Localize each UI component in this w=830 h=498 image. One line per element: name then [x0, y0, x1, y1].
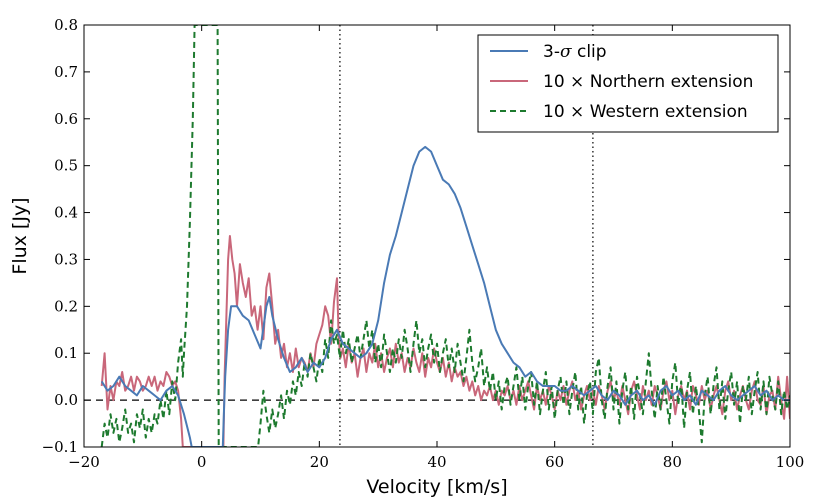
x-tick-label: 40 — [427, 453, 446, 471]
legend-symbol: × — [570, 72, 584, 92]
y-tick-label: 0.2 — [54, 297, 78, 315]
legend-symbol: × — [570, 102, 584, 122]
legend-text-part: 10 — [543, 102, 570, 122]
x-axis-label: Velocity [km/s] — [366, 476, 507, 498]
series-line-2 — [100, 25, 790, 447]
legend-text-part: Western extension — [584, 102, 747, 122]
y-tick-label: 0.3 — [54, 250, 78, 268]
y-tick-label: 0.4 — [54, 204, 78, 222]
y-axis-label: Flux [Jy] — [9, 197, 31, 274]
y-tick-label: 0.0 — [54, 391, 78, 409]
x-tick-label: −20 — [68, 453, 100, 471]
legend-label-1: 10 × Northern extension — [543, 72, 753, 92]
legend-symbol: σ — [560, 42, 572, 62]
x-tick-label: 80 — [663, 453, 682, 471]
y-tick-label: 0.8 — [54, 16, 78, 34]
legend-label-0: 3-σ clip — [543, 42, 607, 62]
series-line-0 — [100, 145, 790, 447]
x-tick-label: 100 — [776, 453, 805, 471]
legend-text-part: Northern extension — [584, 72, 753, 92]
legend-text-part: 3- — [543, 42, 560, 62]
x-tick-label: 60 — [545, 453, 564, 471]
x-tick-label: 20 — [310, 453, 329, 471]
y-tick-label: 0.6 — [54, 110, 78, 128]
legend-text-part: clip — [572, 42, 607, 62]
legend-text-part: 10 — [543, 72, 570, 92]
y-tick-label: 0.1 — [54, 344, 78, 362]
y-tick-label: 0.5 — [54, 157, 78, 175]
y-tick-label: −0.1 — [42, 438, 78, 456]
legend-label-2: 10 × Western extension — [543, 102, 748, 122]
y-tick-label: 0.7 — [54, 63, 78, 81]
x-tick-label: 0 — [197, 453, 207, 471]
